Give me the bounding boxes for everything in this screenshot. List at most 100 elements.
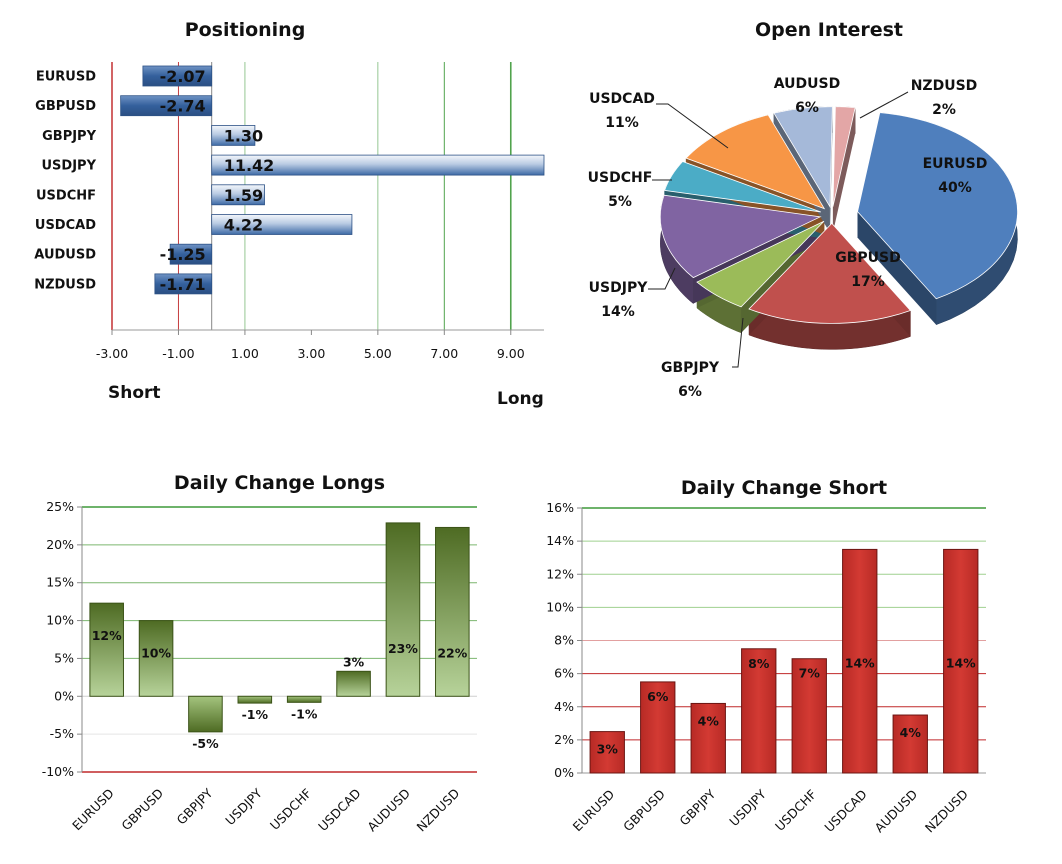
y-tick-label: 10% <box>46 613 74 628</box>
daily-short-chart: Daily Change Short 0% 2% 4% 6% 8% 10% 12% 14% 16%… <box>520 460 1060 860</box>
slice-name-label: NZDUSD <box>911 78 978 94</box>
category-label: GBPUSD <box>35 99 96 114</box>
bar-gbpjpy <box>188 695 223 733</box>
bar-eurusd <box>142 65 213 87</box>
data-label: 7% <box>799 666 821 681</box>
bar-usdchf <box>791 658 827 774</box>
data-label: 4% <box>900 725 922 740</box>
x-tick-label: USDJPY <box>726 786 769 829</box>
leader-line <box>648 267 676 290</box>
slice-value-label: 17% <box>851 274 885 290</box>
data-label: 14% <box>845 655 875 670</box>
open-interest-chart: Open Interest EURUSD 40% GBPUSD 17% GBPJPY 6% U… <box>560 0 1062 420</box>
x-tick-label: EURUSD <box>570 787 618 835</box>
daily-longs-chart: Daily Change Longs -10% -5% 0% 5% 10% 15% 20% 25… <box>0 460 520 860</box>
bar-gbpusd <box>120 95 213 117</box>
slice-value-label: 6% <box>795 100 819 116</box>
slice-wall-eurusd <box>857 211 937 325</box>
data-label: 3% <box>597 742 619 757</box>
bar-gbpjpy <box>211 125 256 146</box>
bar-usdcad <box>336 670 371 697</box>
slice-usdjpy <box>659 194 822 279</box>
x-tick-label: 1.00 <box>231 346 259 361</box>
slice-name-label: GBPUSD <box>835 250 901 266</box>
leader-line <box>859 91 909 119</box>
y-tick-label: -5% <box>50 726 74 741</box>
y-tick-label: 5% <box>54 650 74 665</box>
y-tick-label: -10% <box>42 764 74 779</box>
bar-usdcad <box>842 548 878 774</box>
slice-value-label: 5% <box>608 194 632 210</box>
slice-name-label: AUDUSD <box>774 76 840 92</box>
slice-name-label: USDJPY <box>589 280 649 296</box>
data-label: 1.30 <box>224 126 263 145</box>
x-tick-label: GBPUSD <box>118 786 166 834</box>
category-label: USDCAD <box>35 218 96 233</box>
x-tick-label: GBPUSD <box>620 787 668 835</box>
data-label: -1% <box>291 706 318 721</box>
x-tick-label: GBPJPY <box>174 785 216 827</box>
x-tick-label: -3.00 <box>96 346 128 361</box>
daily-short-svg: Daily Change Short 0% 2% 4% 6% 8% 10% 12% 14% 16%… <box>546 477 986 836</box>
short-label: Short <box>108 383 161 403</box>
data-label: 23% <box>388 641 418 656</box>
data-label: -1.25 <box>160 245 206 264</box>
data-label: -5% <box>192 736 219 751</box>
x-tick-label: GBPJPY <box>676 786 718 828</box>
data-label: 4.22 <box>224 216 263 235</box>
positioning-chart: Positioning -3.00 -1.00 1.00 3.00 5.00 7.00 9.0… <box>0 0 560 420</box>
y-tick-label: 16% <box>546 500 574 515</box>
chart-title: Positioning <box>185 19 306 41</box>
x-tick-label: NZDUSD <box>922 787 971 836</box>
data-label: 10% <box>141 646 171 661</box>
slice-nzdusd <box>832 106 856 207</box>
long-label: Long <box>497 389 544 409</box>
x-tick-label: USDJPY <box>222 785 265 828</box>
x-tick-label: USDCAD <box>315 786 364 835</box>
data-label: -1.71 <box>160 275 206 294</box>
chart-title: Open Interest <box>755 19 903 41</box>
data-label: 3% <box>343 654 365 669</box>
slice-name-label: EURUSD <box>923 156 988 172</box>
data-label: 8% <box>748 656 770 671</box>
bar-nzdusd <box>435 526 470 697</box>
data-label: -2.74 <box>160 97 206 116</box>
leader-line <box>732 317 744 368</box>
x-tick-label: 7.00 <box>430 346 458 361</box>
x-tick-label: USDCHF <box>772 787 819 834</box>
bar-usdchf <box>286 695 322 703</box>
bar-nzdusd <box>943 548 979 774</box>
slice-usdchf <box>664 161 821 213</box>
bar-usdjpy <box>211 154 545 176</box>
slice-value-label: 2% <box>932 102 956 118</box>
slice-gbpusd <box>748 222 912 324</box>
slice-usdcad <box>685 114 826 210</box>
y-tick-label: 20% <box>46 537 74 552</box>
bar-gbpusd <box>138 620 174 697</box>
x-tick-label: 5.00 <box>364 346 392 361</box>
bar-audusd <box>892 714 928 774</box>
category-label: GBPJPY <box>42 129 96 144</box>
bar-audusd <box>169 243 213 265</box>
x-tick-label: 3.00 <box>297 346 325 361</box>
data-label: 12% <box>92 628 122 643</box>
slice-value-label: 14% <box>601 304 635 320</box>
y-tick-label: 0% <box>54 688 74 703</box>
bar-gbpusd <box>640 681 676 774</box>
y-tick-label: 10% <box>546 599 574 614</box>
category-label: EURUSD <box>36 70 96 85</box>
bar-gbpjpy <box>690 702 726 774</box>
category-label: NZDUSD <box>34 277 96 292</box>
slice-name-label: USDCHF <box>588 170 653 186</box>
data-label: 4% <box>698 713 720 728</box>
category-label: USDJPY <box>42 159 97 174</box>
open-interest-svg: Open Interest EURUSD 40% GBPUSD 17% GBPJPY 6% U… <box>588 19 1018 400</box>
category-label: USDCHF <box>36 188 96 203</box>
data-label: 1.59 <box>224 186 263 205</box>
category-label: AUDUSD <box>34 248 96 263</box>
bar-nzdusd <box>154 273 213 295</box>
y-tick-label: 0% <box>554 765 574 780</box>
y-tick-label: 15% <box>46 575 74 590</box>
positioning-svg: Positioning -3.00 -1.00 1.00 3.00 5.00 7.00 9.0… <box>34 19 545 409</box>
data-label: 14% <box>946 655 976 670</box>
